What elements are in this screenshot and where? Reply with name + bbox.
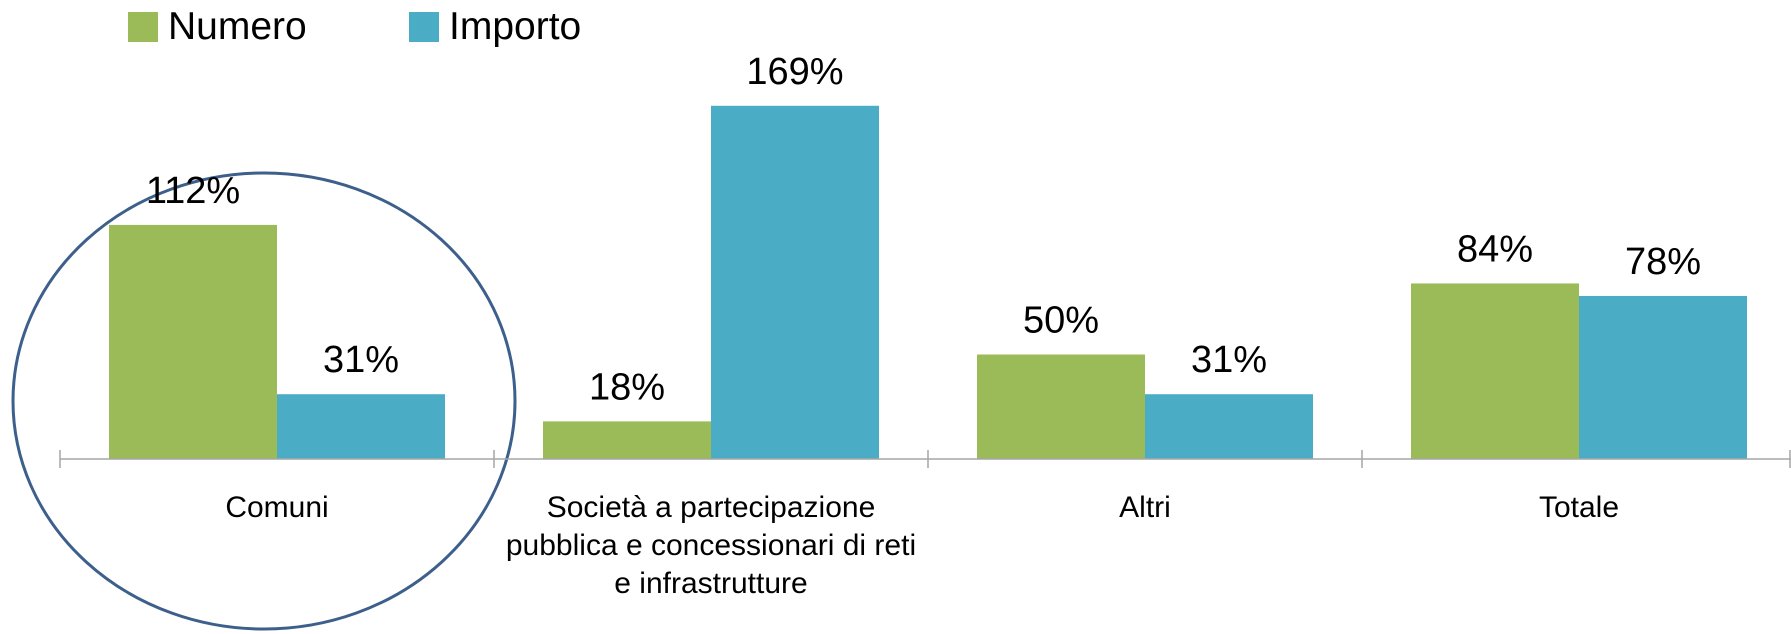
legend-swatch <box>128 12 158 42</box>
bar <box>1411 283 1579 459</box>
legend-label: Importo <box>449 5 581 48</box>
bar <box>109 224 277 459</box>
data-label: 18% <box>589 366 665 408</box>
legend-swatch <box>409 12 439 42</box>
highlight-circle <box>11 171 517 631</box>
bar <box>1145 394 1313 459</box>
data-label: 78% <box>1625 241 1701 283</box>
bar <box>977 354 1145 459</box>
bar <box>711 105 879 459</box>
x-tick-label: Totale <box>1538 491 1620 524</box>
data-label: 50% <box>1023 300 1099 342</box>
x-tick-label: Società a partecipazione pubblica e conc… <box>505 491 917 600</box>
data-label: 31% <box>1191 339 1267 381</box>
data-label: 84% <box>1457 228 1533 270</box>
data-label: 169% <box>746 51 843 93</box>
data-label: 31% <box>323 339 399 381</box>
x-tick-label: Altri <box>1119 491 1171 524</box>
bar <box>277 394 445 459</box>
data-label: 112% <box>146 170 240 212</box>
legend-label: Numero <box>168 5 307 48</box>
bar <box>543 421 711 459</box>
bar <box>1579 295 1747 459</box>
x-tick-label: Comuni <box>225 491 329 524</box>
